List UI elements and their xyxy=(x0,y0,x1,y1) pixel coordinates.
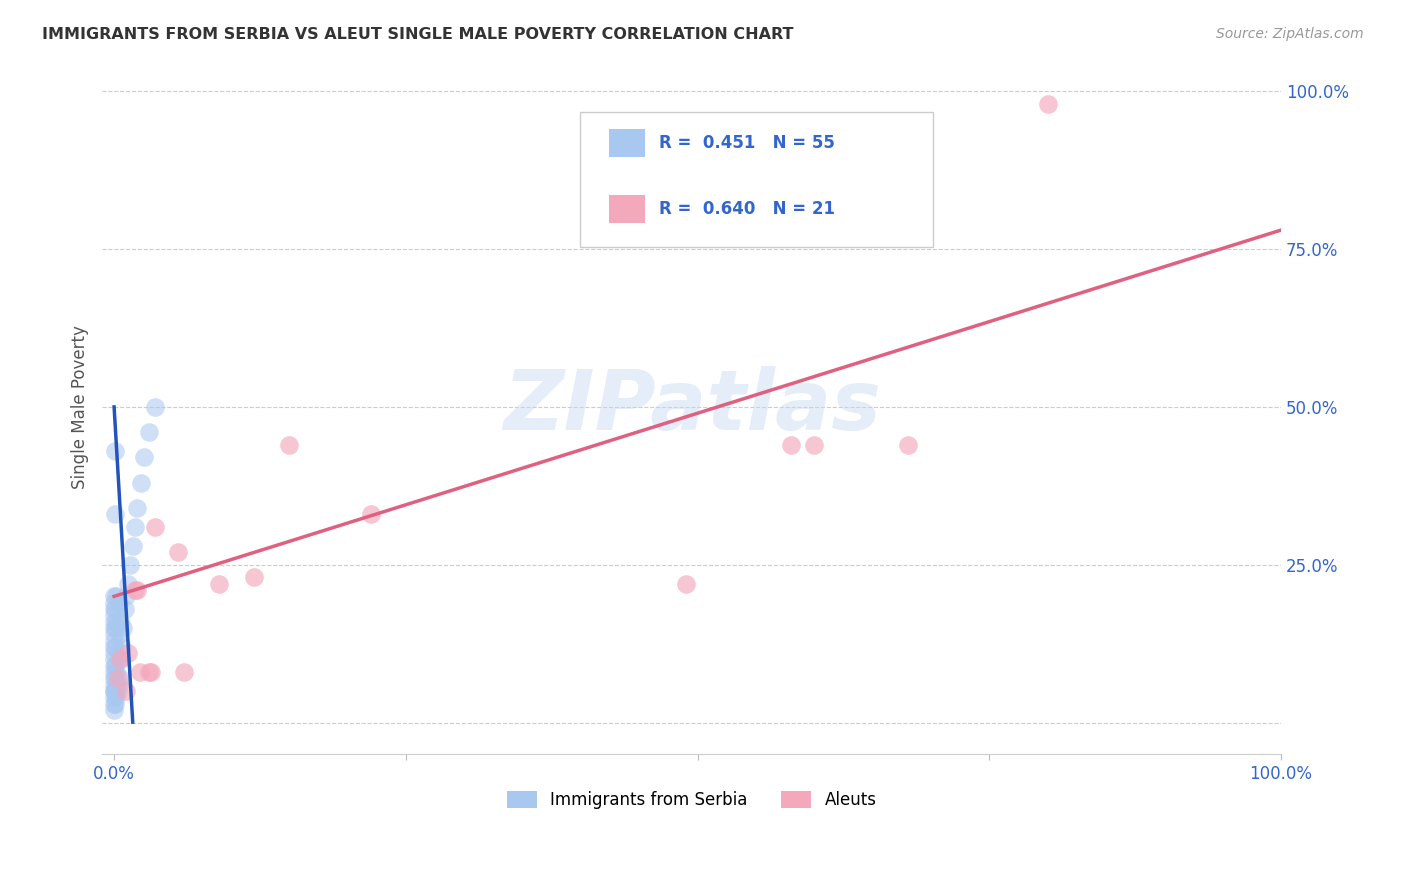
Point xyxy=(103,615,125,629)
Point xyxy=(103,690,125,705)
Point xyxy=(104,444,127,458)
Point xyxy=(107,652,129,666)
FancyBboxPatch shape xyxy=(609,129,644,157)
Text: R =  0.640   N = 21: R = 0.640 N = 21 xyxy=(658,200,835,218)
Point xyxy=(143,520,166,534)
Point xyxy=(104,508,127,522)
Point xyxy=(103,672,125,686)
Point xyxy=(124,582,146,597)
FancyBboxPatch shape xyxy=(609,195,644,223)
Point xyxy=(103,684,125,698)
Point xyxy=(896,438,918,452)
Point xyxy=(107,684,129,698)
Point xyxy=(803,438,825,452)
Point xyxy=(208,576,231,591)
Point xyxy=(141,665,163,679)
Point xyxy=(105,590,128,604)
Point xyxy=(134,450,156,465)
Point xyxy=(114,684,136,698)
Point xyxy=(103,602,125,616)
Point xyxy=(120,558,142,572)
Point xyxy=(107,672,129,686)
Text: IMMIGRANTS FROM SERBIA VS ALEUT SINGLE MALE POVERTY CORRELATION CHART: IMMIGRANTS FROM SERBIA VS ALEUT SINGLE M… xyxy=(42,27,793,42)
Point xyxy=(111,640,134,654)
Point xyxy=(112,621,135,635)
Point xyxy=(110,652,132,666)
Legend: Immigrants from Serbia, Aleuts: Immigrants from Serbia, Aleuts xyxy=(501,784,883,815)
Point xyxy=(167,545,190,559)
Point xyxy=(143,400,166,414)
Point xyxy=(103,703,125,717)
Text: R =  0.451   N = 55: R = 0.451 N = 55 xyxy=(658,134,835,152)
Point xyxy=(103,658,125,673)
Point xyxy=(107,678,129,692)
Point xyxy=(117,576,139,591)
Point xyxy=(114,602,136,616)
Point xyxy=(103,608,125,623)
Point xyxy=(103,646,125,660)
Point xyxy=(103,621,125,635)
Point xyxy=(127,500,149,515)
Point xyxy=(124,520,146,534)
FancyBboxPatch shape xyxy=(579,112,934,247)
Point xyxy=(103,665,125,679)
Point xyxy=(108,615,131,629)
Text: Source: ZipAtlas.com: Source: ZipAtlas.com xyxy=(1216,27,1364,41)
Point xyxy=(104,640,127,654)
Point xyxy=(780,438,803,452)
Point xyxy=(117,646,139,660)
Point xyxy=(103,684,125,698)
Point xyxy=(103,640,125,654)
Point xyxy=(107,627,129,641)
Point xyxy=(121,539,143,553)
Point xyxy=(103,633,125,648)
Point xyxy=(105,665,128,679)
Point xyxy=(103,627,125,641)
Point xyxy=(103,590,125,604)
Point xyxy=(104,658,127,673)
Point xyxy=(360,508,382,522)
Point xyxy=(104,621,127,635)
Point xyxy=(103,678,125,692)
Y-axis label: Single Male Poverty: Single Male Poverty xyxy=(72,325,89,489)
Point xyxy=(1036,96,1059,111)
Point xyxy=(114,590,136,604)
Point xyxy=(105,690,128,705)
Point xyxy=(129,475,152,490)
Point xyxy=(278,438,301,452)
Point xyxy=(243,570,266,584)
Point xyxy=(104,672,127,686)
Point xyxy=(128,665,150,679)
Point xyxy=(104,684,127,698)
Point xyxy=(675,576,697,591)
Point xyxy=(138,425,160,439)
Text: ZIPatlas: ZIPatlas xyxy=(503,367,880,448)
Point xyxy=(173,665,195,679)
Point xyxy=(105,615,128,629)
Point xyxy=(108,652,131,666)
Point xyxy=(103,697,125,711)
Point xyxy=(105,678,128,692)
Point xyxy=(103,652,125,666)
Point xyxy=(107,596,129,610)
Point xyxy=(103,596,125,610)
Point xyxy=(108,672,131,686)
Point xyxy=(127,582,149,597)
Point xyxy=(104,602,127,616)
Point xyxy=(138,665,160,679)
Point xyxy=(104,697,127,711)
